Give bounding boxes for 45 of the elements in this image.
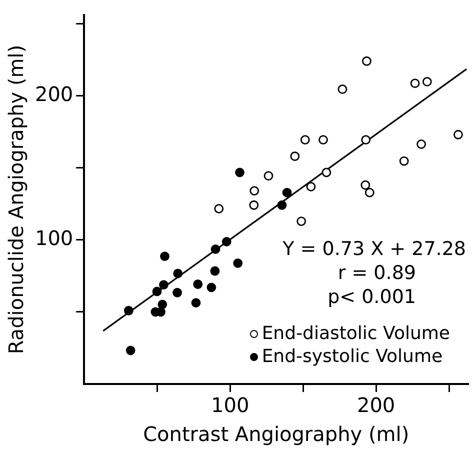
point bbox=[249, 200, 259, 210]
point bbox=[410, 78, 420, 88]
point bbox=[264, 171, 274, 181]
point bbox=[160, 252, 170, 261]
point bbox=[399, 156, 409, 166]
annotation: Y = 0.73 X + 27.28 bbox=[282, 238, 466, 260]
point bbox=[126, 346, 136, 356]
point bbox=[124, 306, 134, 316]
point bbox=[290, 152, 300, 161]
point bbox=[364, 188, 374, 198]
point bbox=[296, 216, 306, 226]
point bbox=[214, 204, 224, 214]
annotation: r = 0.89 bbox=[338, 262, 416, 284]
point bbox=[338, 84, 348, 94]
point bbox=[306, 182, 316, 192]
legend-label: End-systolic Volume bbox=[262, 345, 443, 368]
legend-label: End-diastolic Volume bbox=[262, 322, 450, 345]
point bbox=[152, 286, 162, 296]
point bbox=[361, 135, 371, 145]
point bbox=[250, 186, 260, 196]
point bbox=[300, 135, 310, 145]
point bbox=[416, 139, 426, 149]
point bbox=[362, 56, 372, 66]
point bbox=[172, 288, 182, 298]
point bbox=[277, 200, 287, 210]
annotation: p< 0.001 bbox=[328, 286, 416, 308]
point bbox=[193, 280, 203, 289]
point bbox=[173, 268, 183, 278]
point bbox=[210, 244, 220, 254]
point bbox=[210, 266, 220, 276]
point bbox=[422, 77, 432, 86]
point bbox=[360, 180, 370, 190]
y-axis-title: Radionuclide Angiography (ml) bbox=[4, 44, 28, 354]
point bbox=[222, 237, 232, 246]
point bbox=[159, 280, 168, 290]
point bbox=[282, 188, 292, 198]
point bbox=[235, 168, 244, 178]
point bbox=[318, 135, 328, 145]
point bbox=[158, 300, 168, 310]
point bbox=[191, 298, 201, 308]
x-axis-title: Contrast Angiography (ml) bbox=[143, 422, 410, 446]
point bbox=[454, 130, 463, 140]
point bbox=[206, 282, 216, 292]
point bbox=[233, 258, 243, 268]
point bbox=[322, 168, 332, 178]
